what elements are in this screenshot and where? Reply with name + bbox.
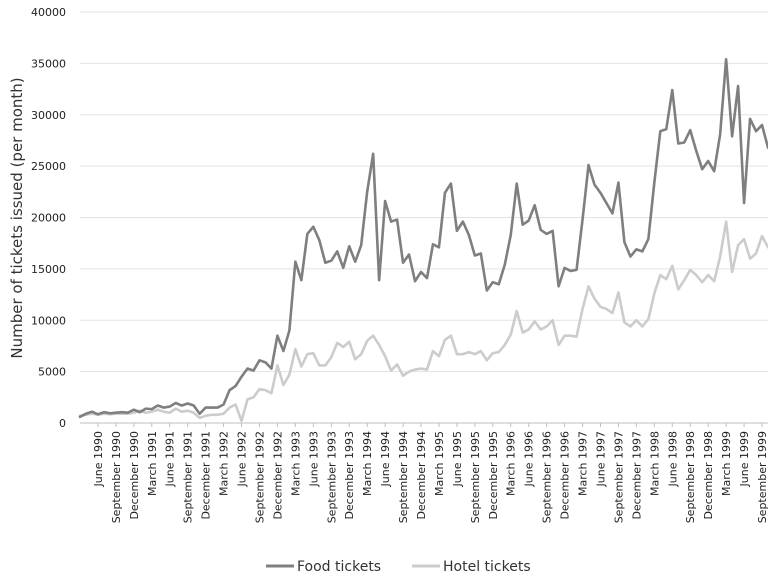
y-tick-label: 5000 (38, 366, 66, 379)
x-tick-label: September 1990 (110, 431, 123, 523)
x-tick-label: June 1990 (92, 431, 105, 487)
x-tick-label: March 1998 (648, 431, 661, 496)
x-tick-label: March 1995 (433, 431, 446, 496)
x-tick-label: December 1996 (559, 431, 572, 520)
x-tick-label: March 1993 (289, 431, 302, 496)
x-tick-label: December 1995 (487, 431, 500, 520)
series-line-food-tickets (78, 57, 768, 419)
x-tick-label: September 1991 (182, 431, 195, 523)
x-tick-label: June 1991 (164, 431, 177, 487)
x-tick-label: December 1990 (128, 431, 141, 520)
x-tick-label: June 1998 (666, 431, 679, 487)
x-tick-label: March 1994 (361, 431, 374, 496)
x-tick-label: June 1992 (236, 431, 249, 487)
x-tick-label: September 1994 (397, 431, 410, 523)
x-tick-label: March 1996 (505, 431, 518, 496)
legend: Food tickets Hotel tickets (266, 559, 531, 575)
x-tick-label: March 1999 (720, 431, 733, 496)
legend-label: Hotel tickets (443, 559, 531, 575)
y-tick-label: 25000 (31, 160, 66, 173)
x-tick-label: March 1992 (218, 431, 231, 496)
x-tick-label: September 1997 (612, 431, 625, 523)
y-tick-label: 30000 (31, 109, 66, 122)
y-tick-label: 20000 (31, 212, 66, 225)
series-lines (78, 57, 768, 423)
x-tick-label: September 1993 (325, 431, 338, 523)
x-tick-label: September 1996 (541, 431, 554, 523)
y-tick-label: 40000 (31, 6, 66, 19)
x-tick-label: September 1999 (756, 431, 768, 523)
series-line-hotel-tickets (78, 220, 768, 423)
x-tick-label: December 1993 (343, 431, 356, 520)
x-tick-label: June 1994 (379, 431, 392, 487)
x-tick-label: June 1995 (451, 431, 464, 487)
x-tick-label: December 1994 (415, 431, 428, 520)
x-tick-label: March 1997 (577, 431, 590, 496)
y-tick-label: 10000 (31, 314, 66, 327)
y-tick-label: 0 (59, 417, 66, 430)
x-tick-label: December 1997 (630, 431, 643, 520)
x-tick-label: December 1992 (271, 431, 284, 520)
x-tick-label: September 1998 (684, 431, 697, 523)
y-axis-title: Number of tickets issued (per month) (8, 77, 26, 358)
y-tick-label: 35000 (31, 57, 66, 70)
legend-label: Food tickets (297, 559, 381, 575)
x-tick-label: June 1993 (307, 431, 320, 487)
y-axis-ticks: 0 5000 10000 15000 20000 25000 30000 35000 40000 (31, 6, 66, 430)
x-tick-label: December 1998 (702, 431, 715, 520)
x-tick-label: December 1991 (200, 431, 213, 520)
x-tick-label: June 1999 (738, 431, 751, 487)
x-tick-label: June 1997 (594, 431, 607, 487)
y-tick-label: 15000 (31, 263, 66, 276)
x-axis-ticks: June 1990 September 1990 December 1990 Marc… (92, 423, 768, 523)
x-tick-label: March 1991 (146, 431, 159, 496)
gridlines (80, 11, 768, 424)
x-tick-label: September 1995 (469, 431, 482, 523)
x-tick-label: June 1996 (523, 431, 536, 487)
x-tick-label: September 1992 (253, 431, 266, 523)
